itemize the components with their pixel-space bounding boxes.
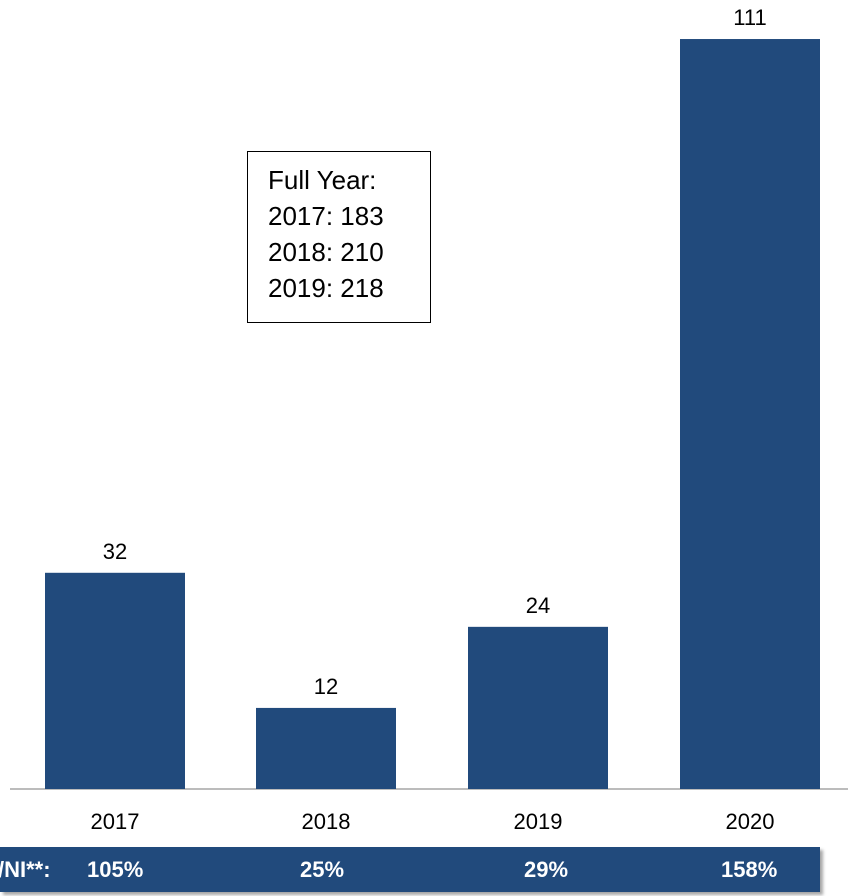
bar-2017 — [45, 572, 185, 789]
bar-group — [45, 39, 820, 790]
value-label-2018: 12 — [314, 674, 338, 699]
full-year-annotation: Full Year: 2017: 183 2018: 210 2019: 218 — [247, 151, 431, 323]
category-label-2020: 2020 — [726, 809, 775, 834]
label-group: 32 2017 12 2018 24 2019 111 2020 — [91, 5, 775, 834]
bar-chart: 32 2017 12 2018 24 2019 111 2020 — [10, 5, 848, 834]
bar-2018 — [256, 707, 396, 789]
category-label-2019: 2019 — [514, 809, 563, 834]
ratio-footer-band: /NI**: 105% 25% 29% 158% — [0, 847, 820, 892]
full-year-line-2018: 2018: 210 — [268, 237, 384, 267]
footer-value-2020: 158% — [721, 857, 778, 882]
footer-value-2019: 29% — [524, 857, 569, 882]
bar-2020 — [680, 39, 820, 790]
category-label-2018: 2018 — [302, 809, 351, 834]
full-year-title: Full Year: — [268, 165, 377, 195]
footer-value-2018: 25% — [300, 857, 345, 882]
category-label-2017: 2017 — [91, 809, 140, 834]
full-year-line-2019: 2019: 218 — [268, 273, 384, 303]
bar-2019 — [468, 626, 608, 789]
footer-value-2017: 105% — [87, 857, 144, 882]
value-label-2019: 24 — [526, 593, 550, 618]
footer-label: /NI**: — [0, 857, 51, 882]
value-label-2017: 32 — [103, 539, 127, 564]
value-label-2020: 111 — [733, 5, 766, 30]
full-year-line-2017: 2017: 183 — [268, 201, 384, 231]
